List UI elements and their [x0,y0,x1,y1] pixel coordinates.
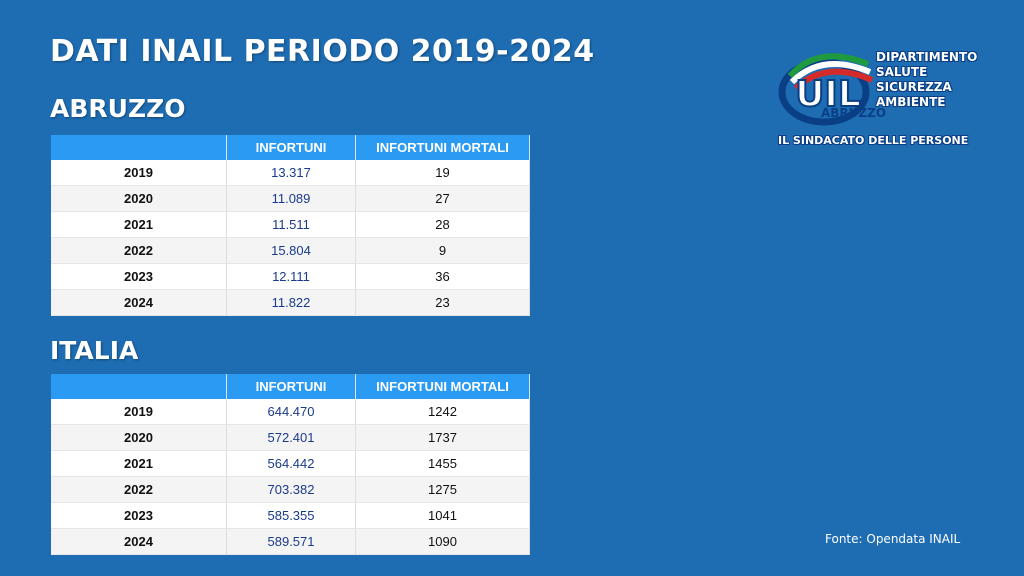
infortuni-cell: 15.804 [226,237,356,264]
infortuni-cell: 11.511 [226,211,356,238]
uil-logo: UIL DIPARTIMENTO SALUTE SICUREZZA AMBIEN… [778,42,983,152]
table-row: 2023 585.355 1041 [51,502,530,529]
mortali-cell: 1090 [355,528,530,555]
table-row: 2019 13.317 19 [51,160,530,186]
mortali-cell: 1275 [355,476,530,503]
year-cell: 2020 [51,185,227,212]
logo-region: ABRUZZO [821,106,887,120]
year-cell: 2023 [51,502,227,529]
table-row: 2023 12.111 36 [51,263,530,290]
header-year [51,374,227,399]
mortali-cell: 1455 [355,450,530,477]
mortali-cell: 36 [355,263,530,290]
header-infortuni: INFORTUNI [226,374,356,399]
header-year [51,135,227,160]
table-row: 2021 11.511 28 [51,211,530,238]
infortuni-cell: 589.571 [226,528,356,555]
table-row: 2019 644.470 1242 [51,399,530,425]
mortali-cell: 1737 [355,424,530,451]
year-cell: 2019 [51,399,227,425]
year-cell: 2022 [51,237,227,264]
source-note: Fonte: Opendata INAIL [825,532,961,546]
year-cell: 2019 [51,160,227,186]
mortali-cell: 27 [355,185,530,212]
table-row: 2022 15.804 9 [51,237,530,264]
year-cell: 2021 [51,211,227,238]
mortali-cell: 28 [355,211,530,238]
infortuni-cell: 564.442 [226,450,356,477]
year-cell: 2024 [51,289,227,316]
year-cell: 2021 [51,450,227,477]
department-line: SALUTE [876,65,928,79]
department-line: DIPARTIMENTO [876,50,978,64]
department-line: SICUREZZA [876,80,952,94]
logo-brand: UIL [795,74,861,115]
logo-slogan: IL SINDACATO DELLE PERSONE [778,134,969,147]
year-cell: 2024 [51,528,227,555]
section-title-abruzzo: ABRUZZO [50,94,186,123]
mortali-cell: 23 [355,289,530,316]
italia-table: INFORTUNI INFORTUNI MORTALI 2019 644.470… [51,374,530,555]
department-line: AMBIENTE [876,95,946,109]
table-row: 2020 572.401 1737 [51,424,530,451]
uil-emblem-icon: UIL [778,53,874,126]
infortuni-cell: 572.401 [226,424,356,451]
mortali-cell: 1242 [355,399,530,425]
header-infortuni-mortali: INFORTUNI MORTALI [355,135,530,160]
infortuni-cell: 11.822 [226,289,356,316]
infortuni-cell: 703.382 [226,476,356,503]
table-row: 2021 564.442 1455 [51,450,530,477]
logo-department: DIPARTIMENTO SALUTE SICUREZZA AMBIENTE [876,50,977,110]
header-infortuni-mortali: INFORTUNI MORTALI [355,374,530,399]
infortuni-cell: 644.470 [226,399,356,425]
infortuni-cell: 585.355 [226,502,356,529]
mortali-cell: 1041 [355,502,530,529]
table-row: 2022 703.382 1275 [51,476,530,503]
page-title: DATI INAIL PERIODO 2019-2024 [50,34,595,69]
year-cell: 2020 [51,424,227,451]
year-cell: 2023 [51,263,227,290]
infortuni-cell: 11.089 [226,185,356,212]
infortuni-cell: 12.111 [226,263,356,290]
table-header-row: INFORTUNI INFORTUNI MORTALI [51,135,530,160]
infortuni-cell: 13.317 [226,160,356,186]
table-row: 2024 11.822 23 [51,289,530,316]
abruzzo-table: INFORTUNI INFORTUNI MORTALI 2019 13.317 … [51,135,530,316]
mortali-cell: 19 [355,160,530,186]
header-infortuni: INFORTUNI [226,135,356,160]
section-title-italia: ITALIA [50,336,139,365]
table-header-row: INFORTUNI INFORTUNI MORTALI [51,374,530,399]
year-cell: 2022 [51,476,227,503]
table-row: 2020 11.089 27 [51,185,530,212]
mortali-cell: 9 [355,237,530,264]
table-row: 2024 589.571 1090 [51,528,530,555]
